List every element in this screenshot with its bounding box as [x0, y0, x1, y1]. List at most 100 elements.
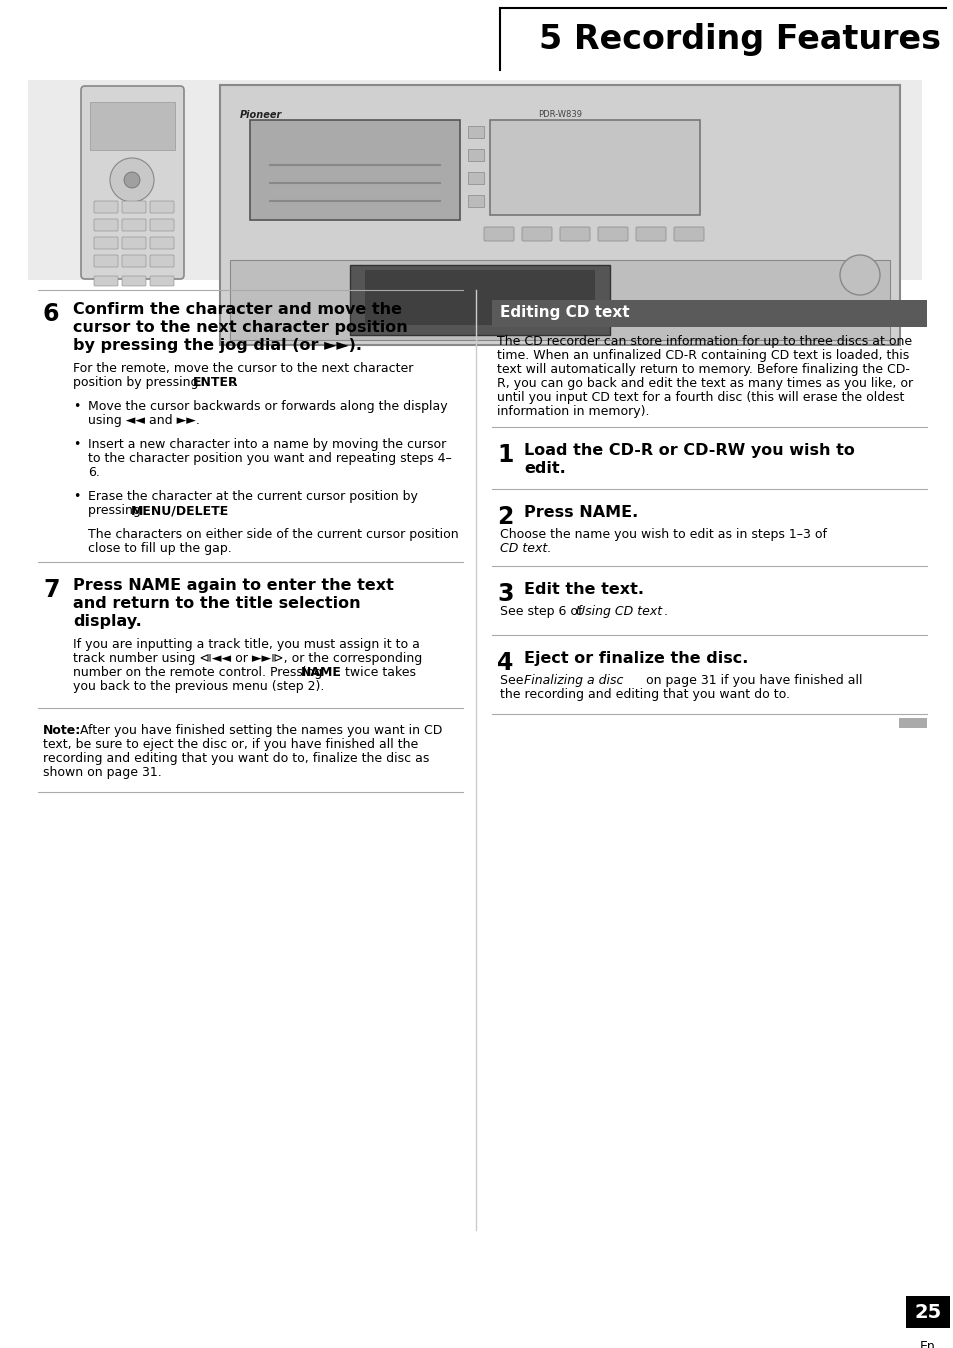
Text: See: See — [499, 674, 527, 687]
Text: the recording and editing that you want do to.: the recording and editing that you want … — [499, 687, 789, 701]
FancyBboxPatch shape — [150, 237, 173, 249]
Text: Finalizing a disc: Finalizing a disc — [523, 674, 622, 687]
Bar — [90, 102, 174, 150]
Text: MENU/DELETE: MENU/DELETE — [131, 504, 229, 518]
Circle shape — [840, 255, 879, 295]
Text: R, you can go back and edit the text as many times as you like, or: R, you can go back and edit the text as … — [497, 377, 912, 390]
FancyBboxPatch shape — [94, 237, 118, 249]
Text: Edit the text.: Edit the text. — [523, 582, 643, 597]
Text: twice takes: twice takes — [340, 666, 416, 679]
Text: .: . — [546, 542, 551, 555]
FancyBboxPatch shape — [81, 86, 184, 279]
Circle shape — [124, 173, 140, 187]
Text: until you input CD text for a fourth disc (this will erase the oldest: until you input CD text for a fourth dis… — [497, 391, 903, 404]
Text: by pressing the jog dial (or ►►).: by pressing the jog dial (or ►►). — [73, 338, 361, 353]
Bar — [468, 125, 483, 137]
Circle shape — [110, 158, 153, 202]
Bar — [492, 301, 926, 328]
Text: Insert a new character into a name by moving the cursor: Insert a new character into a name by mo… — [88, 438, 446, 452]
FancyBboxPatch shape — [122, 237, 146, 249]
FancyBboxPatch shape — [150, 218, 173, 231]
Text: track number using ⧏◄◄ or ►►⧐, or the corresponding: track number using ⧏◄◄ or ►►⧐, or the co… — [73, 652, 422, 665]
Text: After you have finished setting the names you want in CD: After you have finished setting the name… — [80, 724, 442, 737]
Text: Pioneer: Pioneer — [240, 111, 282, 120]
Text: text will automatically return to memory. Before finalizing the CD-: text will automatically return to memory… — [497, 363, 909, 376]
Text: 2: 2 — [497, 506, 513, 528]
Text: .: . — [663, 605, 667, 617]
Bar — [365, 270, 595, 325]
Text: If you are inputting a track title, you must assign it to a: If you are inputting a track title, you … — [73, 638, 419, 651]
Text: For the remote, move the cursor to the next character: For the remote, move the cursor to the n… — [73, 363, 413, 375]
Text: position by pressing: position by pressing — [73, 376, 202, 390]
Text: PDR-W839: PDR-W839 — [537, 111, 581, 119]
Text: Press NAME again to enter the text: Press NAME again to enter the text — [73, 578, 394, 593]
Bar — [350, 266, 609, 336]
Text: you back to the previous menu (step 2).: you back to the previous menu (step 2). — [73, 679, 324, 693]
Text: Eject or finalize the disc.: Eject or finalize the disc. — [523, 651, 747, 666]
FancyBboxPatch shape — [636, 226, 665, 241]
Bar — [250, 120, 459, 220]
Text: 7: 7 — [43, 578, 59, 603]
Text: .: . — [218, 504, 222, 518]
FancyBboxPatch shape — [150, 276, 173, 286]
FancyBboxPatch shape — [122, 201, 146, 213]
Bar — [230, 260, 889, 340]
FancyBboxPatch shape — [122, 255, 146, 267]
Bar — [468, 173, 483, 183]
Text: NAME: NAME — [301, 666, 341, 679]
Text: display.: display. — [73, 613, 142, 630]
FancyBboxPatch shape — [94, 276, 118, 286]
Bar — [468, 195, 483, 208]
Text: shown on page 31.: shown on page 31. — [43, 766, 162, 779]
FancyBboxPatch shape — [94, 201, 118, 213]
Bar — [490, 120, 700, 214]
Text: The CD recorder can store information for up to three discs at one: The CD recorder can store information fo… — [497, 336, 911, 348]
FancyBboxPatch shape — [521, 226, 552, 241]
Bar — [905, 1295, 949, 1328]
Text: Load the CD-R or CD-RW you wish to: Load the CD-R or CD-RW you wish to — [523, 443, 854, 458]
Text: The characters on either side of the current cursor position: The characters on either side of the cur… — [88, 528, 458, 541]
Text: cursor to the next character position: cursor to the next character position — [73, 319, 407, 336]
Text: 6.: 6. — [88, 466, 100, 479]
Text: to the character position you want and repeating steps 4–: to the character position you want and r… — [88, 452, 452, 465]
Text: Editing CD text: Editing CD text — [499, 305, 629, 319]
Text: •: • — [73, 400, 80, 412]
Text: information in memory).: information in memory). — [497, 404, 649, 418]
Text: See step 6 of: See step 6 of — [499, 605, 586, 617]
Text: pressing: pressing — [88, 504, 145, 518]
FancyBboxPatch shape — [122, 218, 146, 231]
FancyBboxPatch shape — [483, 226, 514, 241]
Text: number on the remote control. Pressing: number on the remote control. Pressing — [73, 666, 326, 679]
Text: 1: 1 — [497, 443, 513, 466]
FancyBboxPatch shape — [94, 255, 118, 267]
Bar — [898, 718, 926, 728]
Text: 3: 3 — [497, 582, 513, 607]
Text: text, be sure to eject the disc or, if you have finished all the: text, be sure to eject the disc or, if y… — [43, 737, 417, 751]
Text: 5 Recording Features: 5 Recording Features — [538, 23, 940, 55]
Text: on page 31 if you have finished all: on page 31 if you have finished all — [641, 674, 862, 687]
Text: Move the cursor backwards or forwards along the display: Move the cursor backwards or forwards al… — [88, 400, 447, 412]
FancyBboxPatch shape — [220, 85, 899, 345]
Text: •: • — [73, 491, 80, 503]
Text: close to fill up the gap.: close to fill up the gap. — [88, 542, 232, 555]
FancyBboxPatch shape — [559, 226, 589, 241]
Text: and return to the title selection: and return to the title selection — [73, 596, 360, 611]
Text: 25: 25 — [913, 1302, 941, 1321]
FancyBboxPatch shape — [122, 276, 146, 286]
Text: Confirm the character and move the: Confirm the character and move the — [73, 302, 401, 317]
FancyBboxPatch shape — [94, 218, 118, 231]
Text: Choose the name you wish to edit as in steps 1–3 of: Choose the name you wish to edit as in s… — [499, 528, 830, 541]
Text: edit.: edit. — [523, 461, 565, 476]
FancyBboxPatch shape — [673, 226, 703, 241]
Text: •: • — [73, 438, 80, 452]
Bar — [28, 80, 921, 280]
FancyBboxPatch shape — [150, 201, 173, 213]
Text: .: . — [231, 376, 234, 390]
Text: recording and editing that you want do to, finalize the disc as: recording and editing that you want do t… — [43, 752, 429, 766]
Text: 4: 4 — [497, 651, 513, 675]
Text: Using CD text: Using CD text — [576, 605, 661, 617]
Text: Erase the character at the current cursor position by: Erase the character at the current curso… — [88, 491, 417, 503]
Text: time. When an unfinalized CD-R containing CD text is loaded, this: time. When an unfinalized CD-R containin… — [497, 349, 908, 363]
Text: using ◄◄ and ►►.: using ◄◄ and ►►. — [88, 414, 200, 427]
Text: En: En — [919, 1340, 935, 1348]
